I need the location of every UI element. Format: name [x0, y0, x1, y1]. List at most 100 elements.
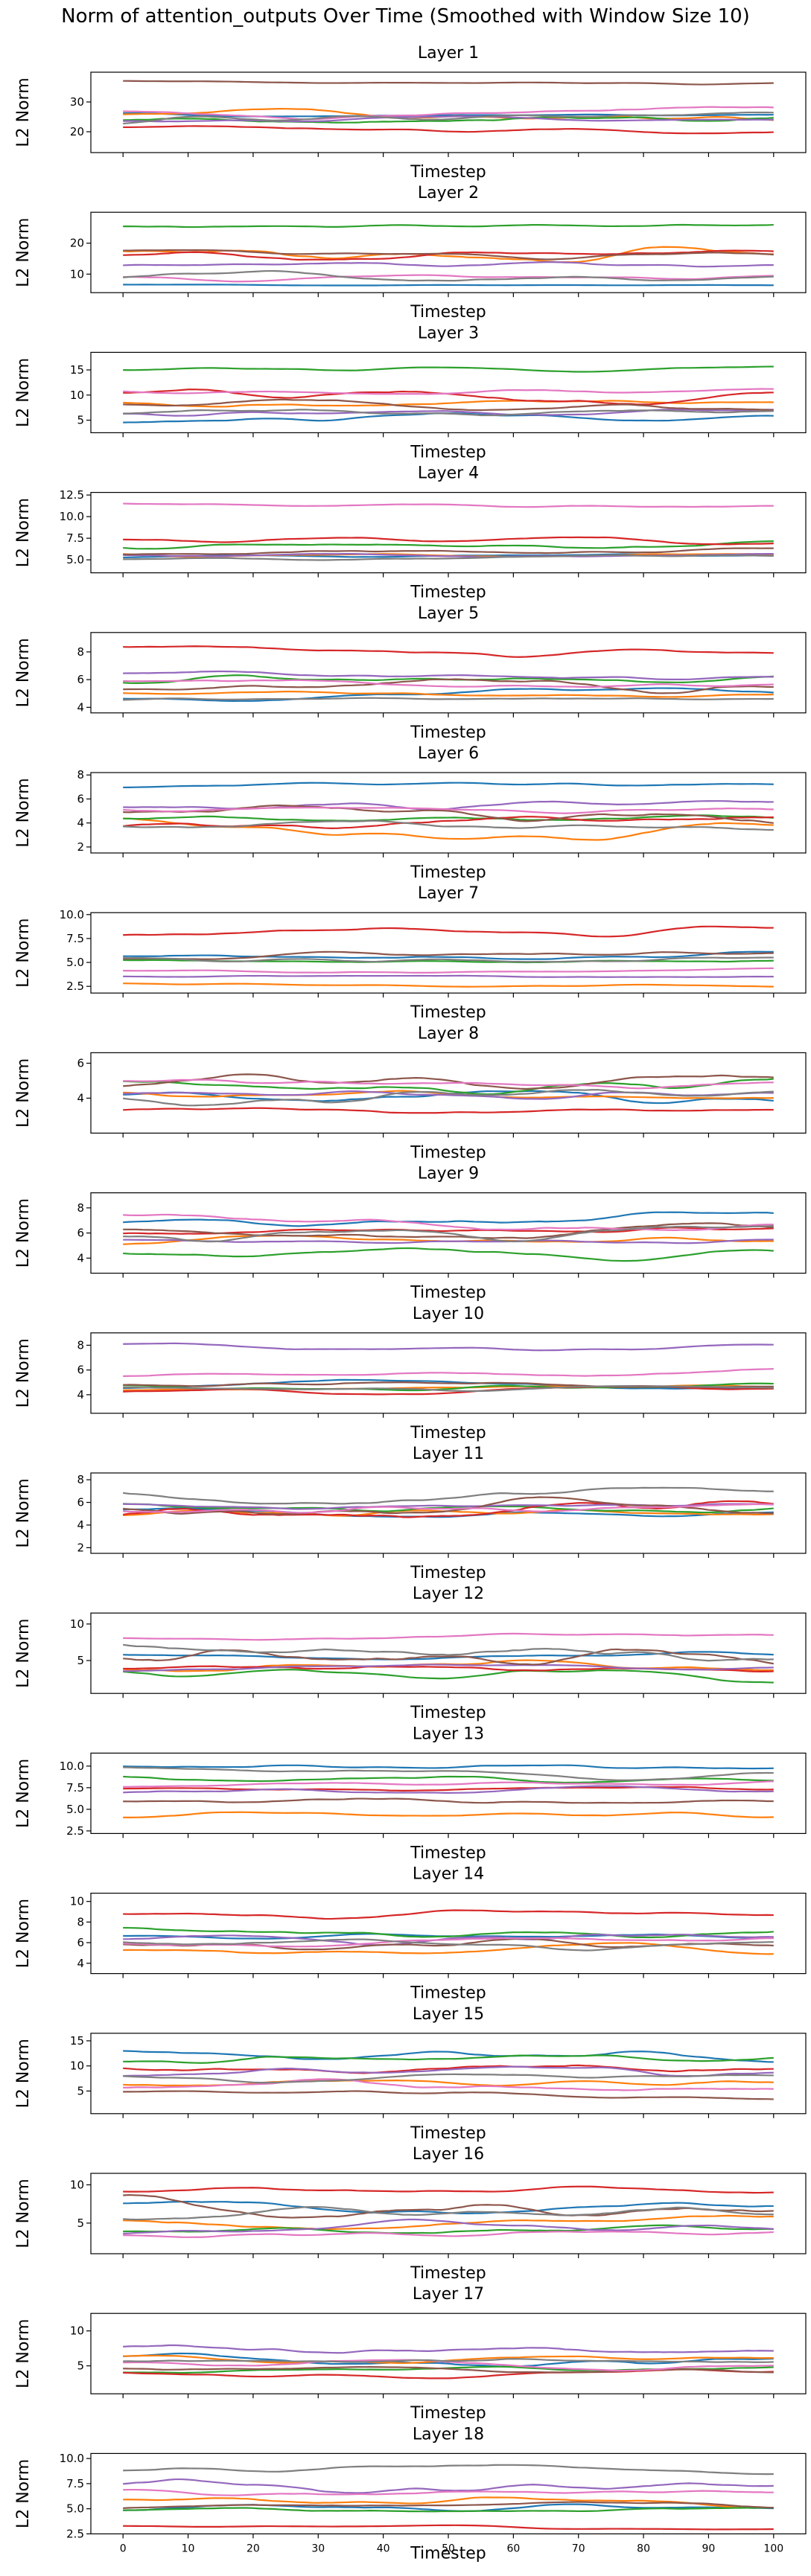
- y-tick-label: 10.0: [60, 2452, 84, 2465]
- subplot-title: Layer 7: [418, 884, 479, 903]
- subplot-title: Layer 8: [418, 1024, 479, 1043]
- series-line-6: [123, 1073, 774, 1090]
- series-line-3: [123, 1926, 774, 1939]
- y-axis-label: L2 Norm: [14, 1338, 33, 1407]
- y-tick-label: 20: [70, 237, 84, 250]
- series-line-7: [123, 679, 774, 688]
- series-lines: [123, 782, 774, 841]
- y-tick-label: 5.0: [66, 553, 84, 566]
- series-lines: [123, 925, 774, 988]
- y-axis-label: L2 Norm: [14, 2459, 33, 2528]
- subplot-title: Layer 1: [418, 44, 479, 63]
- series-line-5: [123, 409, 774, 417]
- x-axis-label: Timestep: [410, 723, 486, 742]
- series-line-3: [123, 540, 774, 550]
- series-line-6: [123, 80, 774, 86]
- x-axis-label: Timestep: [410, 1704, 486, 1722]
- y-tick-label: 30: [70, 95, 84, 109]
- x-tick-label: 50: [442, 2543, 455, 2554]
- series-line-3: [123, 223, 774, 228]
- series-lines: [123, 1073, 774, 1114]
- y-tick-label: 8: [77, 645, 84, 659]
- subplot-layer-8: Layer 8 L2 Norm Timestep 4 6: [14, 1024, 807, 1162]
- y-tick-label: 10: [70, 2178, 84, 2191]
- series-line-7: [123, 2078, 774, 2091]
- series-line-7: [123, 1078, 774, 1090]
- series-line-4: [123, 2064, 774, 2074]
- x-axis-label: Timestep: [410, 863, 486, 882]
- y-axis-label: L2 Norm: [14, 2179, 33, 2248]
- x-axis-label: Timestep: [410, 1564, 486, 1582]
- subplot-title: Layer 15: [413, 2005, 484, 2024]
- series-line-8: [123, 1385, 774, 1393]
- series-line-4: [123, 1909, 774, 1920]
- series-line-5: [123, 2065, 774, 2077]
- subplot-layer-16: Layer 16 L2 Norm Timestep 5 10: [14, 2145, 807, 2283]
- y-tick-label: 6: [77, 1056, 84, 1070]
- series-line-7: [123, 502, 774, 508]
- series-line-4: [123, 125, 774, 135]
- subplot-layer-14: Layer 14 L2 Norm Timestep 4 6 8 10: [14, 1865, 807, 2003]
- y-tick-label: 5: [77, 2359, 84, 2373]
- series-line-8: [123, 2464, 774, 2476]
- y-tick-label: 10: [70, 2324, 84, 2338]
- x-axis-label: Timestep: [410, 2404, 486, 2423]
- subplot-title: Layer 9: [418, 1165, 479, 1183]
- subplot-layer-11: Layer 11 L2 Norm Timestep 2 4 6 8: [14, 1445, 807, 1582]
- subplot-layer-7: Layer 7 L2 Norm Timestep 2.5 5.0 7.5 10.0: [14, 884, 807, 1022]
- x-axis-label: Timestep: [410, 443, 486, 461]
- y-tick-label: 4: [77, 816, 84, 830]
- series-line-3: [123, 814, 774, 822]
- series-line-1: [123, 782, 774, 789]
- y-tick-label: 5.0: [66, 1803, 84, 1816]
- y-axis-label: L2 Norm: [14, 358, 33, 427]
- subplot-layer-1: Layer 1 L2 Norm Timestep 20 30: [14, 44, 807, 182]
- subplot-title: Layer 14: [413, 1865, 484, 1884]
- y-axis-label: L2 Norm: [14, 1198, 33, 1268]
- series-line-8: [123, 409, 774, 417]
- y-tick-label: 10.0: [60, 908, 84, 921]
- series-line-3: [123, 1247, 774, 1262]
- y-tick-label: 8: [77, 1201, 84, 1215]
- series-line-8: [123, 2073, 774, 2084]
- series-line-8: [123, 1089, 774, 1107]
- series-line-4: [123, 1786, 774, 1792]
- series-lines: [123, 2344, 774, 2380]
- x-tick-label: 100: [763, 2543, 783, 2554]
- series-lines: [123, 1342, 774, 1396]
- series-line-8: [123, 1643, 774, 1662]
- y-tick-label: 10: [70, 1617, 84, 1631]
- series-line-7: [123, 2359, 774, 2372]
- y-tick-label: 7.5: [66, 1781, 84, 1794]
- series-line-1: [123, 284, 774, 287]
- series-line-2: [123, 1811, 774, 1819]
- y-tick-label: 6: [77, 792, 84, 805]
- figure-title: Norm of attention_outputs Over Time (Smo…: [61, 5, 750, 28]
- y-tick-label: 10.0: [60, 1760, 84, 1773]
- series-line-7: [123, 274, 774, 283]
- subplot-layer-12: Layer 12 L2 Norm Timestep 5 10: [14, 1585, 807, 1722]
- subplot-title: Layer 11: [413, 1445, 484, 1463]
- series-line-6: [123, 1496, 774, 1515]
- y-axis-label: L2 Norm: [14, 498, 33, 567]
- series-lines: [123, 80, 774, 135]
- series-line-5: [123, 2478, 774, 2494]
- series-line-6: [123, 1222, 774, 1239]
- x-tick-label: 80: [637, 2543, 650, 2554]
- series-line-4: [123, 1107, 774, 1114]
- series-line-7: [123, 1503, 774, 1514]
- series-lines: [123, 1486, 774, 1518]
- subplot-title: Layer 6: [418, 744, 479, 763]
- y-axis-label: L2 Norm: [14, 1058, 33, 1128]
- series-lines: [123, 2050, 774, 2100]
- subplot-layer-15: Layer 15 L2 Norm Timestep 5 10 15: [14, 2005, 807, 2143]
- series-line-6: [123, 2366, 774, 2374]
- series-line-1: [123, 1211, 774, 1227]
- series-line-8: [123, 1938, 774, 1952]
- subplot-layer-17: Layer 17 L2 Norm Timestep 5 10: [14, 2285, 807, 2423]
- subplot-layer-10: Layer 10 L2 Norm Timestep 4 6 8: [14, 1305, 807, 1442]
- series-line-6: [123, 398, 774, 412]
- series-line-7: [123, 388, 774, 395]
- series-line-1: [123, 2050, 774, 2063]
